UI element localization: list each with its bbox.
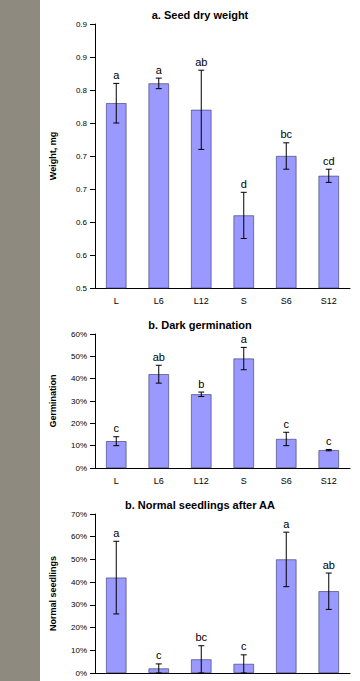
- svg-text:20%: 20%: [71, 623, 87, 632]
- svg-text:ab: ab: [153, 351, 165, 363]
- svg-text:0.6: 0.6: [76, 218, 88, 227]
- svg-text:cd: cd: [323, 155, 335, 167]
- svg-text:b. Normal seedlings after AA: b. Normal seedlings after AA: [125, 499, 275, 511]
- svg-text:c: c: [241, 640, 247, 652]
- svg-text:Weight, mg: Weight, mg: [48, 132, 58, 180]
- svg-text:40%: 40%: [71, 374, 87, 383]
- svg-text:S: S: [241, 296, 247, 306]
- svg-text:bc: bc: [280, 128, 292, 140]
- svg-text:c: c: [156, 649, 162, 661]
- svg-text:ab: ab: [195, 56, 207, 68]
- svg-text:Normal seedlings: Normal seedlings: [48, 556, 58, 631]
- svg-text:0.7: 0.7: [76, 185, 88, 194]
- svg-text:L12: L12: [194, 476, 209, 486]
- svg-text:50%: 50%: [71, 555, 87, 564]
- svg-text:S6: S6: [281, 296, 292, 306]
- svg-text:a: a: [283, 518, 290, 530]
- svg-text:S12: S12: [321, 476, 337, 486]
- svg-text:0.6: 0.6: [76, 251, 88, 260]
- svg-text:0.9: 0.9: [76, 53, 88, 62]
- svg-text:0.8: 0.8: [76, 86, 88, 95]
- svg-text:10%: 10%: [71, 441, 87, 450]
- svg-text:S12: S12: [321, 296, 337, 306]
- svg-text:30%: 30%: [71, 397, 87, 406]
- svg-text:40%: 40%: [71, 578, 87, 587]
- svg-text:a: a: [113, 527, 120, 539]
- svg-text:10%: 10%: [71, 646, 87, 655]
- svg-text:L: L: [114, 476, 119, 486]
- svg-text:60%: 60%: [71, 330, 87, 339]
- svg-text:50%: 50%: [71, 352, 87, 361]
- svg-text:L12: L12: [194, 296, 209, 306]
- svg-text:L6: L6: [154, 476, 164, 486]
- svg-text:c: c: [326, 435, 332, 447]
- svg-text:S6: S6: [281, 476, 292, 486]
- svg-text:20%: 20%: [71, 419, 87, 428]
- svg-text:b: b: [198, 378, 204, 390]
- svg-text:70%: 70%: [71, 510, 87, 519]
- svg-text:ab: ab: [323, 559, 335, 571]
- svg-text:c: c: [284, 418, 290, 430]
- svg-text:a. Seed dry weight: a. Seed dry weight: [152, 9, 249, 21]
- svg-text:0.8: 0.8: [76, 119, 88, 128]
- svg-text:c: c: [114, 422, 120, 434]
- svg-text:0.9: 0.9: [76, 20, 88, 29]
- svg-text:a: a: [241, 333, 248, 345]
- svg-text:60%: 60%: [71, 532, 87, 541]
- svg-text:a: a: [156, 64, 163, 76]
- svg-text:0.7: 0.7: [76, 152, 88, 161]
- svg-text:bc: bc: [195, 631, 207, 643]
- svg-text:0.5: 0.5: [76, 284, 88, 293]
- svg-text:0%: 0%: [75, 464, 87, 473]
- svg-text:0%: 0%: [75, 669, 87, 678]
- svg-text:b. Dark germination: b. Dark germination: [148, 319, 252, 331]
- svg-text:L: L: [114, 296, 119, 306]
- svg-text:a: a: [113, 69, 120, 81]
- svg-text:Germination: Germination: [48, 374, 58, 427]
- svg-text:d: d: [241, 178, 247, 190]
- svg-text:30%: 30%: [71, 600, 87, 609]
- svg-text:L6: L6: [154, 296, 164, 306]
- svg-text:S: S: [241, 476, 247, 486]
